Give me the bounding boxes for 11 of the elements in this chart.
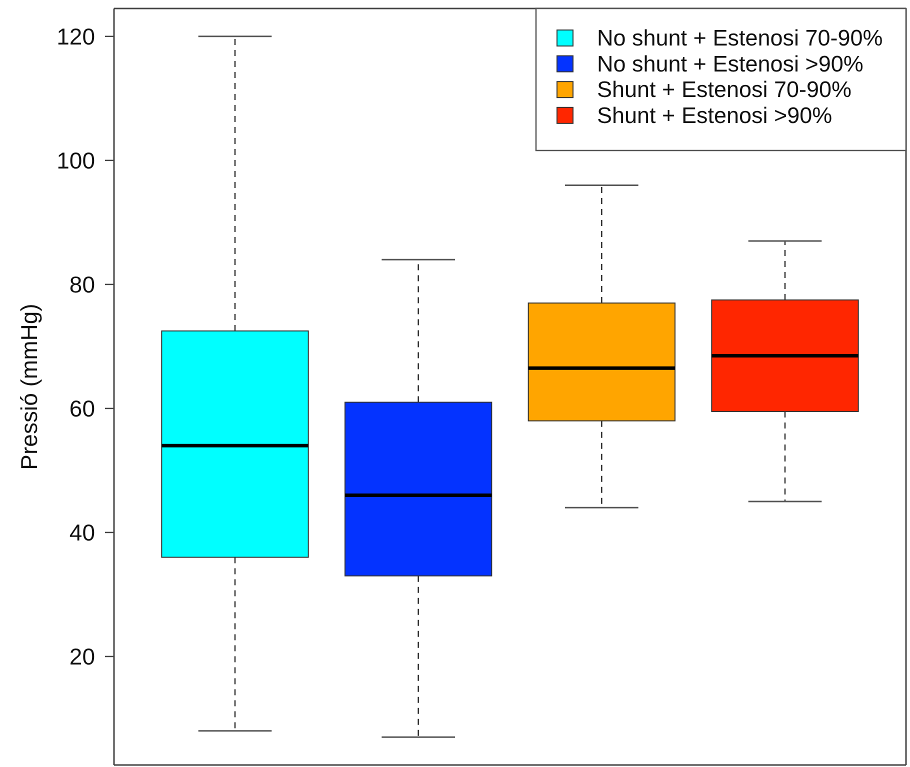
- legend-label: Shunt + Estenosi 70-90%: [597, 77, 852, 102]
- y-tick-label: 120: [56, 23, 95, 50]
- y-tick-label: 20: [69, 643, 95, 670]
- y-tick-label: 100: [56, 147, 95, 174]
- y-tick-label: 40: [69, 519, 95, 546]
- y-axis-title: Pressió (mmHg): [16, 304, 42, 470]
- legend-label: No shunt + Estenosi 70-90%: [597, 26, 883, 50]
- y-tick-label: 80: [69, 271, 95, 298]
- y-tick-label: 60: [69, 395, 95, 422]
- legend-label: No shunt + Estenosi >90%: [597, 51, 864, 76]
- legend-label: Shunt + Estenosi >90%: [597, 102, 832, 128]
